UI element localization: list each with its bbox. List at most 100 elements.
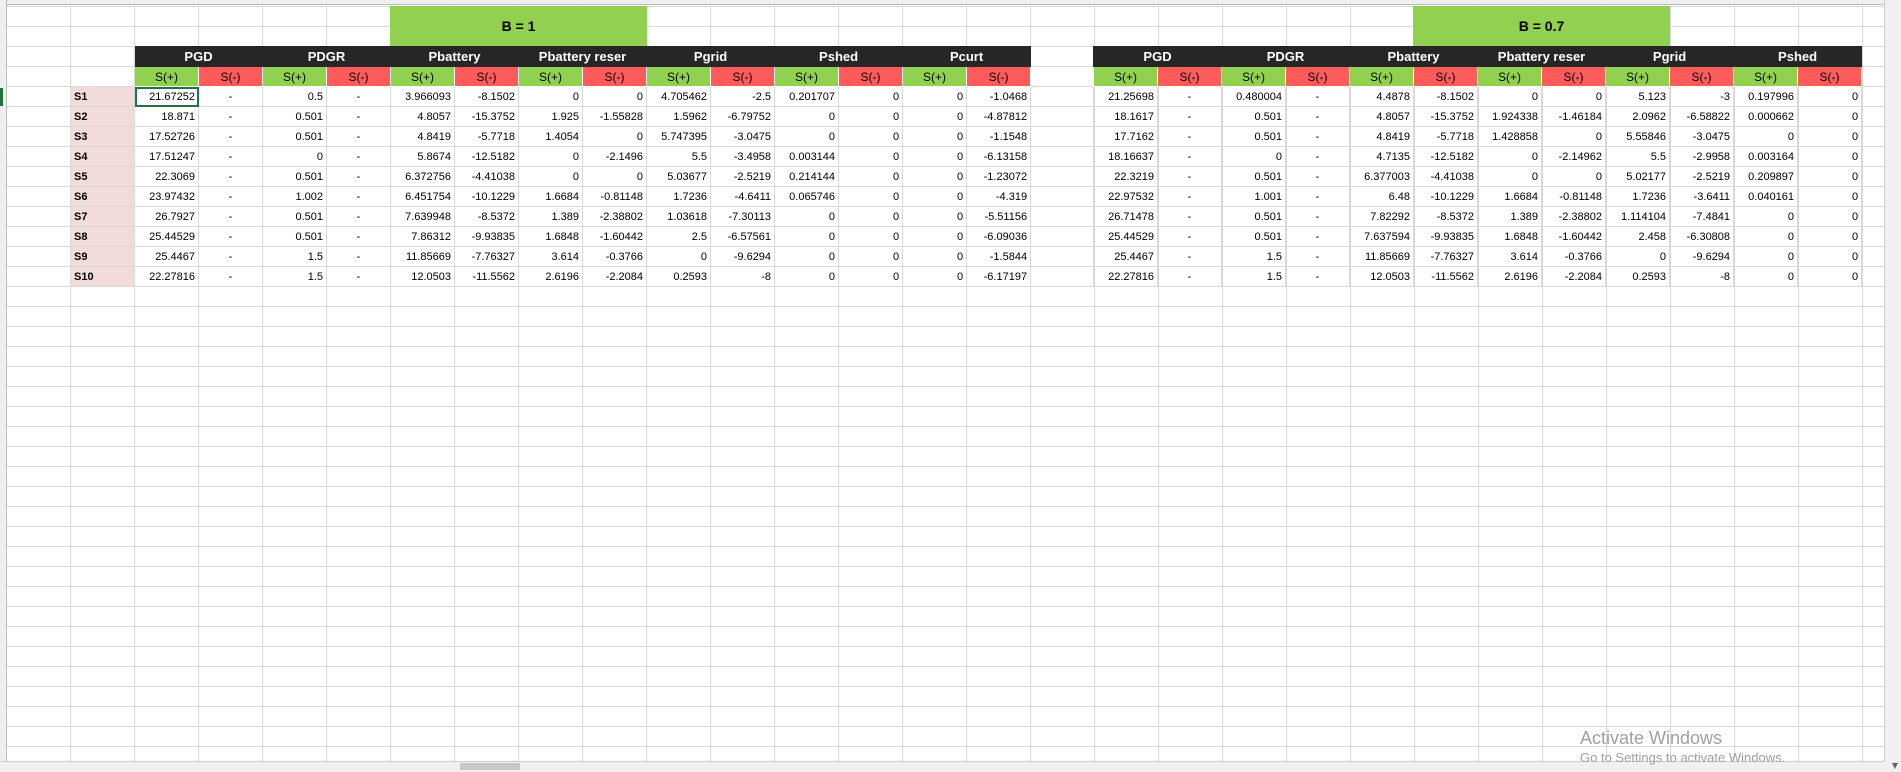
- table-cell[interactable]: -2.5219: [1669, 166, 1735, 187]
- table-cell[interactable]: -: [197, 166, 264, 187]
- subheader-plus[interactable]: S(+): [646, 66, 712, 87]
- table-cell[interactable]: -4.41038: [454, 166, 520, 187]
- subheader-plus[interactable]: S(+): [1605, 66, 1671, 87]
- table-cell[interactable]: 1.7236: [646, 186, 712, 207]
- table-cell[interactable]: -6.58822: [1669, 106, 1735, 127]
- table-cell[interactable]: -0.81148: [582, 186, 648, 207]
- table-cell[interactable]: 1.114104: [1605, 206, 1671, 227]
- table-cell[interactable]: -: [1285, 166, 1351, 187]
- table-cell[interactable]: -5.7718: [454, 126, 520, 147]
- subheader-minus[interactable]: S(-): [1797, 66, 1863, 87]
- table-cell[interactable]: -9.93835: [454, 226, 520, 247]
- table-cell[interactable]: -15.3752: [454, 106, 520, 127]
- table-cell[interactable]: -4.87812: [966, 106, 1032, 127]
- table-cell[interactable]: 1.03618: [646, 206, 712, 227]
- table-cell[interactable]: 0: [1797, 186, 1863, 207]
- table-cell[interactable]: 0.197996: [1733, 86, 1799, 107]
- table-cell[interactable]: 0: [902, 186, 968, 207]
- table-cell[interactable]: 0.501: [1221, 206, 1287, 227]
- row-headers[interactable]: [0, 0, 7, 762]
- table-cell[interactable]: -11.5562: [454, 266, 520, 287]
- table-cell[interactable]: -2.9958: [1669, 146, 1735, 167]
- table-cell[interactable]: 0: [1477, 86, 1543, 107]
- table-cell[interactable]: 25.4467: [134, 246, 199, 267]
- subheader-minus[interactable]: S(-): [197, 66, 264, 87]
- table-cell[interactable]: 0.501: [1221, 226, 1287, 247]
- table-cell[interactable]: 5.02177: [1605, 166, 1671, 187]
- table-cell[interactable]: -: [326, 146, 392, 167]
- row-label[interactable]: S4: [70, 146, 135, 167]
- table-cell[interactable]: -: [197, 266, 264, 287]
- table-cell[interactable]: -1.5844: [966, 246, 1032, 267]
- table-cell[interactable]: 1.428858: [1477, 126, 1543, 147]
- table-cell[interactable]: -6.13158: [966, 146, 1032, 167]
- table-cell[interactable]: 1.389: [1477, 206, 1543, 227]
- table-cell[interactable]: 1.6848: [518, 226, 584, 247]
- table-cell[interactable]: -: [326, 226, 392, 247]
- group-header[interactable]: PDGR: [1221, 46, 1351, 67]
- table-cell[interactable]: 1.925: [518, 106, 584, 127]
- table-cell[interactable]: 0: [902, 166, 968, 187]
- table-cell[interactable]: 0.000662: [1733, 106, 1799, 127]
- table-cell[interactable]: 0.501: [1221, 166, 1287, 187]
- table-cell[interactable]: 0: [838, 126, 904, 147]
- table-cell[interactable]: 2.5: [646, 226, 712, 247]
- table-cell[interactable]: -3.6411: [1669, 186, 1735, 207]
- table-cell[interactable]: 0.501: [262, 206, 328, 227]
- table-cell[interactable]: -: [1285, 106, 1351, 127]
- table-cell[interactable]: 6.372756: [390, 166, 456, 187]
- table-cell[interactable]: 0: [774, 206, 840, 227]
- table-cell[interactable]: -2.5219: [710, 166, 776, 187]
- table-cell[interactable]: 0: [518, 86, 584, 107]
- active-cell[interactable]: 21.67252: [134, 86, 199, 107]
- table-cell[interactable]: 2.0962: [1605, 106, 1671, 127]
- table-cell[interactable]: -: [1156, 106, 1223, 127]
- table-cell[interactable]: 0.003164: [1733, 146, 1799, 167]
- table-cell[interactable]: -: [197, 226, 264, 247]
- table-cell[interactable]: 18.871: [134, 106, 199, 127]
- subheader-plus[interactable]: S(+): [774, 66, 840, 87]
- subheader-minus[interactable]: S(-): [454, 66, 520, 87]
- table-cell[interactable]: 7.637594: [1349, 226, 1415, 247]
- table-cell[interactable]: 17.51247: [134, 146, 199, 167]
- table-cell[interactable]: 0: [838, 86, 904, 107]
- table-cell[interactable]: 6.377003: [1349, 166, 1415, 187]
- table-cell[interactable]: -7.76327: [454, 246, 520, 267]
- group-header[interactable]: Pbattery reser: [518, 46, 648, 67]
- table-cell[interactable]: 22.27816: [134, 266, 199, 287]
- table-cell[interactable]: -6.57561: [710, 226, 776, 247]
- subheader-plus[interactable]: S(+): [1221, 66, 1287, 87]
- table-cell[interactable]: -10.1229: [454, 186, 520, 207]
- table-cell[interactable]: 0: [902, 266, 968, 287]
- table-cell[interactable]: -0.3766: [1541, 246, 1607, 267]
- table-cell[interactable]: 1.6684: [1477, 186, 1543, 207]
- table-cell[interactable]: -3: [1669, 86, 1735, 107]
- table-cell[interactable]: -2.2084: [582, 266, 648, 287]
- table-cell[interactable]: -: [326, 186, 392, 207]
- row-label[interactable]: S3: [70, 126, 135, 147]
- table-cell[interactable]: 25.44529: [134, 226, 199, 247]
- table-cell[interactable]: 25.4467: [1093, 246, 1158, 267]
- table-cell[interactable]: 0: [1221, 146, 1287, 167]
- table-cell[interactable]: 1.7236: [1605, 186, 1671, 207]
- table-cell[interactable]: 0: [1797, 86, 1863, 107]
- table-cell[interactable]: 4.8057: [1349, 106, 1415, 127]
- table-cell[interactable]: -1.0468: [966, 86, 1032, 107]
- table-cell[interactable]: 0: [774, 266, 840, 287]
- table-cell[interactable]: -: [197, 146, 264, 167]
- subheader-plus[interactable]: S(+): [1349, 66, 1415, 87]
- row-label[interactable]: S8: [70, 226, 135, 247]
- table-cell[interactable]: -11.5562: [1413, 266, 1479, 287]
- group-header[interactable]: Pbattery reser: [1477, 46, 1607, 67]
- table-cell[interactable]: 0: [1541, 86, 1607, 107]
- table-cell[interactable]: 26.71478: [1093, 206, 1158, 227]
- table-cell[interactable]: -: [1156, 246, 1223, 267]
- table-cell[interactable]: -: [326, 86, 392, 107]
- table-cell[interactable]: 0: [1797, 126, 1863, 147]
- table-cell[interactable]: -: [326, 166, 392, 187]
- table-cell[interactable]: 12.0503: [1349, 266, 1415, 287]
- table-cell[interactable]: 0: [774, 246, 840, 267]
- table-cell[interactable]: 18.16637: [1093, 146, 1158, 167]
- table-cell[interactable]: 1.5: [262, 246, 328, 267]
